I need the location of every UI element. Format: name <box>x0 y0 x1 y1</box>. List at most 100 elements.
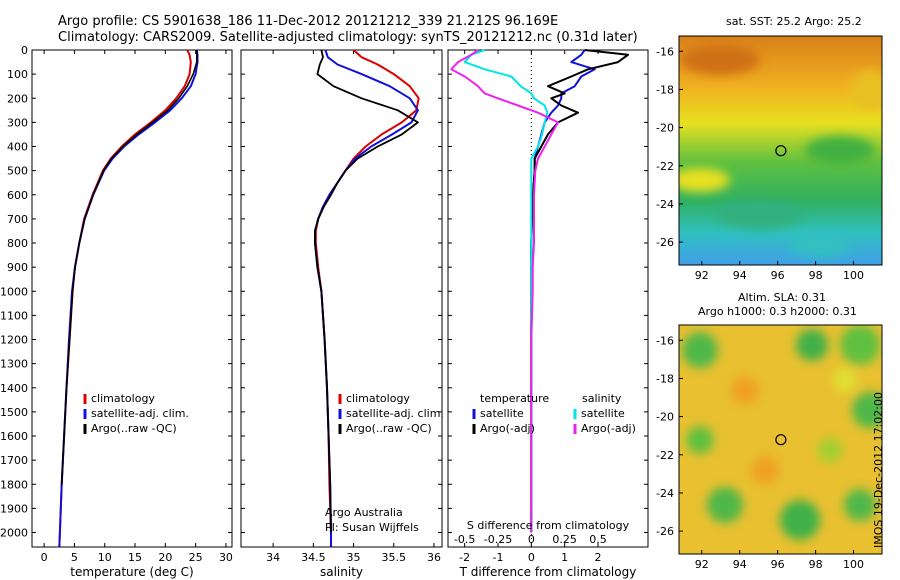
x-tick-label: 35.5 <box>382 551 407 564</box>
lon-tick-label: 94 <box>733 558 747 571</box>
x-tick-label: 36 <box>427 551 441 564</box>
salinity-annotation-1: Argo Australia <box>325 506 403 519</box>
temperature-series-1 <box>58 49 199 548</box>
lon-tick-label: 98 <box>809 269 823 282</box>
salinity-plot: 34 34.5 35 35.5 36 salinity climatology satelli… <box>240 49 444 579</box>
lat-tick-label: -16 <box>656 334 674 347</box>
x-tick-label: -1 <box>493 551 504 564</box>
sst-map-title: sat. SST: 25.2 Argo: 25.2 <box>726 15 862 28</box>
salinity-series-2 <box>314 49 419 533</box>
difference-series-2 <box>463 49 549 533</box>
depth-tick-label: 1600 <box>0 430 28 443</box>
depth-tick-label: 1000 <box>0 285 28 298</box>
float-location-marker <box>775 145 787 157</box>
depth-tick-label: 1500 <box>0 406 28 419</box>
sst-map-axes: 92 94 96 98 100 -16 -18 -20 -22 -24 -26 <box>656 45 864 282</box>
depth-tick-label: 1900 <box>0 502 28 515</box>
lat-tick-label: -26 <box>656 525 674 538</box>
lat-tick-label: -24 <box>656 487 674 500</box>
float-location-marker <box>775 434 787 446</box>
depth-tick-label: 800 <box>7 237 28 250</box>
climatology-title: Climatology: CARS2009. Satellite-adjuste… <box>58 30 638 45</box>
x-tick-label: 30 <box>219 551 233 564</box>
lon-tick-label: 92 <box>695 269 709 282</box>
depth-tick-label: 1400 <box>0 382 28 395</box>
lat-tick-label: -26 <box>656 236 674 249</box>
profile-title: Argo profile: CS 5901638_186 11-Dec-2012… <box>58 14 559 29</box>
legend-temperature-heading: temperature <box>480 392 549 405</box>
top-x-tick-label: -0.5 <box>454 533 475 546</box>
salinity-xlabel: salinity <box>320 565 363 579</box>
depth-tick-label: 700 <box>7 213 28 226</box>
salinity-legend-2-label: Argo(..raw -QC) <box>346 422 432 435</box>
sst-map <box>678 35 883 266</box>
depth-tick-label: 500 <box>7 165 28 178</box>
temperature-series-2 <box>60 50 198 485</box>
lon-tick-label: 100 <box>843 269 864 282</box>
temperature-plot-frame <box>31 49 233 548</box>
lon-tick-label: 92 <box>695 558 709 571</box>
difference-xlabel: T difference from climatology <box>459 565 637 579</box>
x-tick-label: 25 <box>189 551 203 564</box>
legend-salinity-heading: salinity <box>582 392 622 405</box>
top-x-tick-label: 0 <box>528 533 535 546</box>
lon-tick-label: 100 <box>843 558 864 571</box>
x-tick-label: 1 <box>561 551 568 564</box>
depth-tick-label: 100 <box>7 68 28 81</box>
difference-plot-frame <box>447 49 649 548</box>
lon-tick-label: 94 <box>733 269 747 282</box>
difference-top-xlabel: S difference from climatology <box>467 519 630 532</box>
lon-tick-label: 96 <box>771 269 785 282</box>
difference-series-3 <box>450 49 559 533</box>
lon-tick-label: 98 <box>809 558 823 571</box>
difference-series-0 <box>530 49 596 533</box>
temperature-legend-0-label: climatology <box>91 392 155 405</box>
lat-tick-label: -22 <box>656 449 674 462</box>
x-tick-label: 35 <box>347 551 361 564</box>
x-tick-label: 15 <box>128 551 142 564</box>
depth-tick-label: 1100 <box>0 309 28 322</box>
salinity-legend-1-label: satellite-adj. clim. <box>346 407 444 420</box>
difference-legend-0-label: satellite <box>480 407 524 420</box>
imos-timestamp: IMOS 19-Dec-2012 17:02:00 <box>872 392 885 548</box>
depth-tick-label: 300 <box>7 116 28 129</box>
top-x-tick-label: 0.25 <box>552 533 577 546</box>
depth-tick-label: 400 <box>7 141 28 154</box>
x-tick-label: 0 <box>41 551 48 564</box>
temperature-xlabel: temperature (deg C) <box>70 565 193 579</box>
x-tick-label: 5 <box>71 551 78 564</box>
lon-tick-label: 96 <box>771 558 785 571</box>
top-x-tick-label: 0.5 <box>589 533 607 546</box>
temperature-legend-2-label: Argo(..raw -QC) <box>91 422 177 435</box>
lat-tick-label: -18 <box>656 372 674 385</box>
difference-legend-2-label: satellite <box>581 407 625 420</box>
salinity-legend-0-label: climatology <box>346 392 410 405</box>
x-tick-label: 34.5 <box>301 551 326 564</box>
temperature-series-0 <box>58 49 192 548</box>
temperature-plot: 0100200300400500600700800900100011001200… <box>0 44 233 579</box>
depth-tick-label: 1200 <box>0 334 28 347</box>
depth-tick-label: 600 <box>7 189 28 202</box>
difference-legend-1-label: Argo(-adj) <box>480 422 535 435</box>
sla-map <box>678 324 883 555</box>
lat-tick-label: -24 <box>656 198 674 211</box>
temperature-legend-1-label: satellite-adj. clim. <box>91 407 189 420</box>
depth-tick-label: 1800 <box>0 478 28 491</box>
depth-tick-label: 1700 <box>0 454 28 467</box>
difference-plot: -2 -1 0 1 2 -0.5 -0.25 0 0.25 0.5 T difference fro… <box>447 49 649 579</box>
lat-tick-label: -16 <box>656 45 674 58</box>
x-tick-label: -2 <box>459 551 470 564</box>
depth-tick-label: 1300 <box>0 358 28 371</box>
sla-map-axes: 92 94 96 98 100 -16 -18 -20 -22 -24 -26 <box>656 334 864 571</box>
salinity-annotation-2: PI: Susan Wijffels <box>325 521 419 534</box>
lat-tick-label: -20 <box>656 122 674 135</box>
sla-map-subtitle: Argo h1000: 0.3 h2000: 0.31 <box>698 305 857 318</box>
depth-tick-label: 2000 <box>0 527 28 540</box>
lat-tick-label: -20 <box>656 411 674 424</box>
lat-tick-label: -18 <box>656 83 674 96</box>
lat-tick-label: -22 <box>656 160 674 173</box>
x-tick-label: 0 <box>528 551 535 564</box>
x-tick-label: 20 <box>158 551 172 564</box>
salinity-plot-frame <box>240 49 443 548</box>
